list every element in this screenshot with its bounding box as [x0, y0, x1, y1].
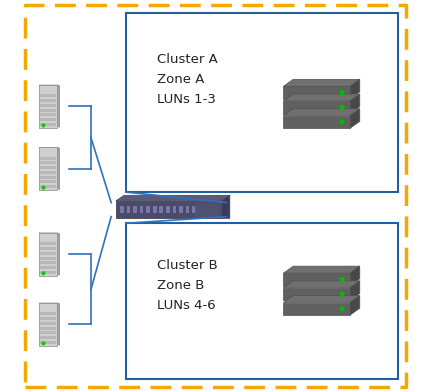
Polygon shape: [349, 94, 359, 114]
Bar: [283, 101, 349, 114]
Circle shape: [339, 91, 343, 94]
Bar: [195, 203, 218, 217]
Bar: [40, 113, 56, 116]
Bar: [40, 109, 56, 112]
Polygon shape: [39, 85, 60, 86]
Polygon shape: [283, 79, 359, 86]
Polygon shape: [283, 94, 359, 101]
Bar: [120, 206, 123, 213]
Text: Cluster A
Zone A
LUNs 1-3: Cluster A Zone A LUNs 1-3: [157, 53, 217, 106]
Bar: [40, 180, 56, 183]
Polygon shape: [283, 281, 359, 288]
Bar: [40, 94, 56, 98]
Bar: [40, 336, 56, 339]
Polygon shape: [57, 233, 60, 275]
Bar: [40, 123, 56, 126]
Polygon shape: [57, 85, 60, 127]
Bar: [40, 261, 56, 264]
Bar: [40, 157, 56, 160]
Bar: [283, 303, 349, 315]
Polygon shape: [283, 266, 359, 273]
Circle shape: [339, 120, 343, 124]
Polygon shape: [39, 303, 60, 304]
Bar: [185, 206, 189, 213]
Polygon shape: [57, 303, 60, 345]
Bar: [166, 206, 169, 213]
Bar: [40, 341, 56, 344]
Bar: [179, 206, 182, 213]
Bar: [159, 206, 163, 213]
Bar: [40, 162, 56, 165]
Circle shape: [42, 272, 45, 275]
Polygon shape: [349, 266, 359, 286]
Polygon shape: [39, 147, 60, 149]
Bar: [126, 13, 397, 192]
Bar: [40, 242, 56, 245]
Bar: [40, 327, 56, 330]
Circle shape: [42, 186, 45, 189]
Bar: [39, 147, 57, 190]
Polygon shape: [349, 296, 359, 315]
Bar: [126, 223, 397, 379]
Bar: [39, 303, 57, 346]
Bar: [126, 206, 130, 213]
Bar: [40, 171, 56, 174]
Polygon shape: [349, 109, 359, 128]
Bar: [283, 288, 349, 300]
Bar: [283, 116, 349, 128]
Bar: [40, 256, 56, 260]
Polygon shape: [349, 281, 359, 300]
Text: Cluster B
Zone B
LUNs 4-6: Cluster B Zone B LUNs 4-6: [157, 259, 217, 312]
Bar: [40, 266, 56, 269]
Circle shape: [339, 278, 343, 281]
Bar: [146, 206, 150, 213]
Polygon shape: [57, 147, 60, 190]
Bar: [133, 206, 137, 213]
Bar: [283, 86, 349, 99]
Bar: [153, 206, 156, 213]
Bar: [139, 206, 143, 213]
Bar: [40, 166, 56, 169]
Bar: [40, 99, 56, 102]
Bar: [172, 206, 176, 213]
Bar: [40, 271, 56, 274]
Circle shape: [339, 292, 343, 296]
Bar: [40, 317, 56, 320]
Circle shape: [339, 307, 343, 311]
Bar: [40, 176, 56, 179]
Bar: [39, 233, 57, 276]
Bar: [40, 104, 56, 107]
Bar: [40, 322, 56, 325]
Bar: [192, 206, 196, 213]
Bar: [40, 185, 56, 188]
Bar: [39, 85, 57, 128]
Polygon shape: [283, 109, 359, 116]
Bar: [205, 206, 209, 213]
Bar: [40, 312, 56, 316]
Circle shape: [42, 342, 45, 345]
Bar: [40, 252, 56, 255]
Bar: [40, 247, 56, 250]
Circle shape: [42, 124, 45, 127]
Polygon shape: [221, 195, 229, 218]
Polygon shape: [39, 233, 60, 234]
Bar: [283, 273, 349, 286]
Circle shape: [339, 105, 343, 109]
Bar: [40, 331, 56, 334]
Bar: [116, 201, 221, 218]
Bar: [198, 206, 202, 213]
Polygon shape: [349, 79, 359, 99]
Polygon shape: [283, 296, 359, 303]
Bar: [40, 118, 56, 121]
Polygon shape: [116, 195, 229, 201]
